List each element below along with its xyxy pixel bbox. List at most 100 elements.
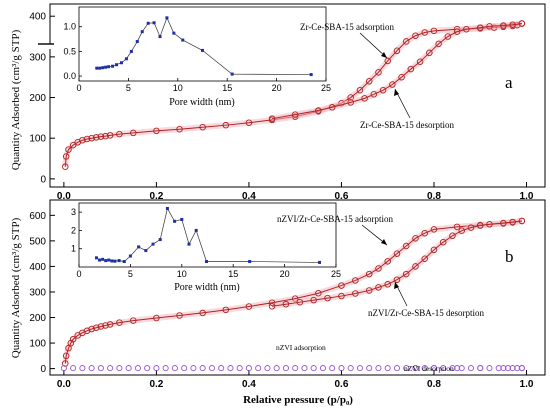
data-point (245, 365, 252, 372)
x-tick-label: 0.8 (427, 379, 441, 390)
data-point (398, 73, 405, 81)
inset-series-line (96, 207, 320, 263)
y-axis-label-a: Quantity Adsorbed (cm³/g STP) (10, 29, 22, 170)
inset-x-tick-label: 15 (228, 269, 238, 279)
data-point (268, 303, 276, 310)
y-tick-label: 600 (29, 211, 46, 222)
y-tick-label: 400 (29, 262, 46, 273)
data-point (402, 38, 410, 45)
data-point (208, 365, 215, 372)
x-tick-label: 0.6 (334, 379, 348, 390)
data-point (62, 153, 70, 160)
inset-x-tick-label: 5 (128, 269, 133, 279)
data-point (412, 365, 419, 372)
y-tick-label: 0 (40, 364, 46, 375)
inset-x-tick-label: 15 (222, 83, 232, 93)
data-point (134, 365, 141, 372)
inset-data-point (98, 258, 102, 262)
annotation-a-desorption: Zr-Ce-SBA-15 desorption (360, 120, 455, 130)
inset-y-tick-label: 3 (71, 207, 76, 217)
inset-a-xlabel: Pore width (nm) (169, 97, 235, 108)
data-point (393, 47, 401, 55)
data-point (315, 107, 322, 114)
data-point (93, 134, 100, 141)
data-point (236, 365, 243, 372)
data-point (65, 146, 72, 153)
inset-y-tick-label: 0.5 (63, 46, 76, 56)
series-line (271, 220, 522, 307)
data-point (504, 365, 512, 372)
series-line (64, 220, 522, 364)
data-point (458, 227, 465, 234)
inset-y-tick-label: 1 (71, 244, 76, 254)
data-point (70, 365, 77, 372)
data-point (88, 134, 95, 142)
inset-data-point (146, 21, 150, 25)
data-point (518, 365, 525, 372)
inset-data-point (318, 260, 322, 264)
data-point (153, 365, 160, 372)
inset-data-point (111, 64, 115, 68)
data-point (347, 99, 354, 106)
data-point (486, 23, 493, 30)
inset-chart-a: 0 5 10 15 20 25 0.0 0.5 1.0 (63, 16, 331, 93)
inset-data-point (137, 245, 141, 249)
x-tick-label: 0.8 (427, 191, 441, 202)
inset-b-xlabel: Pore width (nm) (174, 282, 240, 293)
inset-data-point (158, 238, 162, 242)
data-point (116, 130, 123, 138)
inset-data-point (165, 16, 169, 20)
data-point (69, 141, 77, 149)
inset-data-point (115, 63, 119, 67)
inset-data-point (248, 260, 252, 264)
data-point (495, 365, 502, 372)
data-point (449, 365, 456, 372)
data-point (222, 121, 230, 129)
data-point (282, 365, 289, 372)
data-point (162, 365, 169, 372)
data-point (199, 123, 206, 131)
data-point (476, 24, 484, 31)
inset-data-point (135, 40, 139, 44)
data-point (476, 222, 484, 229)
inset-data-point (151, 242, 155, 246)
data-point (125, 365, 132, 372)
data-point (430, 226, 438, 233)
data-point (199, 309, 206, 317)
inset-chart-b: 0 5 10 15 20 25 1 2 3 (71, 206, 341, 279)
data-point (153, 314, 160, 322)
inset-x-tick-label: 5 (126, 83, 131, 93)
data-point (291, 111, 299, 118)
x-tick-label: 0.0 (57, 379, 71, 390)
data-point (107, 365, 114, 372)
inset-x-tick-label: 0 (76, 83, 81, 93)
data-point (255, 365, 262, 372)
inset-data-point (158, 35, 162, 39)
data-point (144, 365, 151, 372)
x-tick-label: 0.4 (242, 191, 256, 202)
data-point (449, 232, 456, 240)
inset-data-point (94, 256, 98, 260)
data-point (176, 126, 183, 133)
data-point (467, 224, 475, 231)
data-point (518, 20, 526, 27)
data-point (356, 365, 364, 372)
inset-x-tick-label: 10 (173, 83, 183, 93)
inset-data-point (128, 254, 132, 258)
data-point (403, 365, 410, 372)
data-point (65, 344, 72, 352)
data-point (412, 235, 419, 242)
data-point (477, 365, 484, 372)
data-point (384, 57, 391, 65)
panel-label-b: b (505, 247, 514, 266)
data-point (181, 365, 188, 372)
inset-data-point (165, 206, 169, 210)
data-point (389, 81, 396, 88)
data-point (62, 163, 69, 170)
data-point (509, 21, 516, 28)
arrowhead-a-desorption (394, 89, 399, 96)
data-point (486, 365, 493, 372)
inset-data-point (309, 73, 313, 77)
data-point (500, 365, 507, 372)
data-point (444, 33, 452, 40)
